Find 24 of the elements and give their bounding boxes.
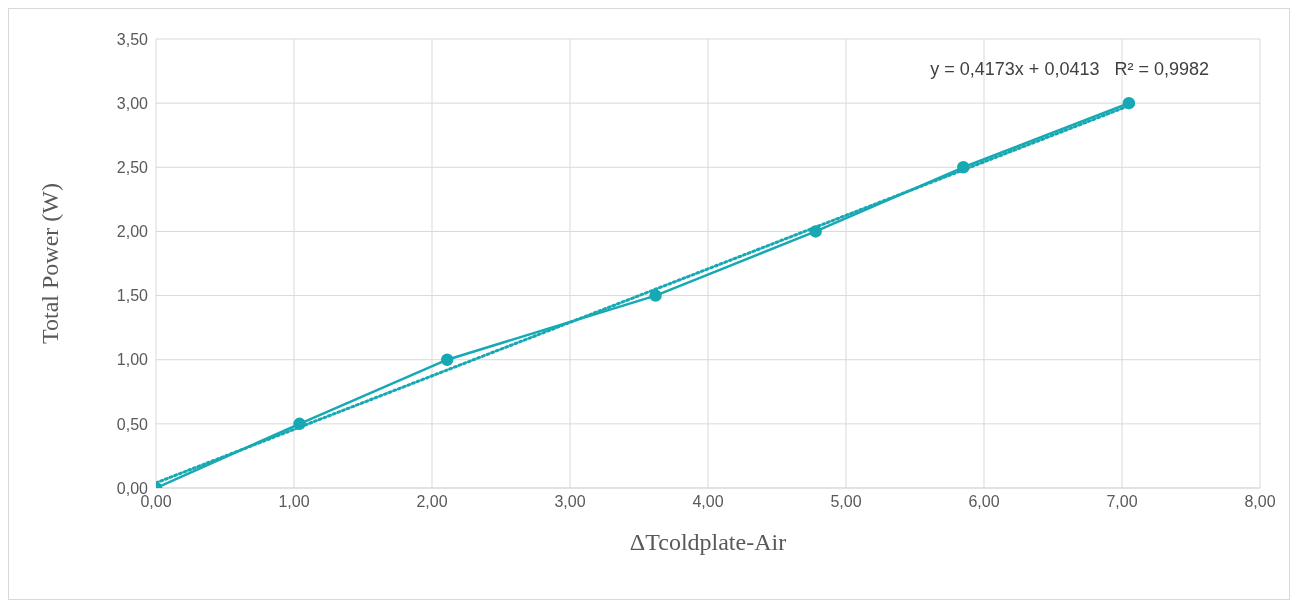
y-tick-label: 3,00 <box>116 94 149 112</box>
x-tick-label: 3,00 <box>554 493 586 511</box>
x-tick-label: 8,00 <box>1244 493 1276 511</box>
point <box>809 225 822 238</box>
y-tick-label: 0,50 <box>116 415 149 433</box>
y-tick-label: 2,50 <box>116 158 149 176</box>
x-tick-label: 1,00 <box>278 493 310 511</box>
point <box>440 353 454 366</box>
point <box>293 417 306 431</box>
x-tick-label: 2,00 <box>416 493 448 511</box>
y-tick-label: 1,00 <box>116 351 149 369</box>
y-axis-title: Total Power (W) <box>36 183 63 344</box>
point <box>1122 96 1136 110</box>
x-tick-label: 4,00 <box>692 493 724 511</box>
annotation: y = 0,4173x + 0,0413 R² = 0,9982 <box>930 59 1209 80</box>
x-tick-label: 5,00 <box>830 493 862 511</box>
y-tick-label: 1,50 <box>116 287 149 305</box>
y-tick-label: 2,00 <box>116 223 149 241</box>
x-tick-label: 6,00 <box>968 493 1000 511</box>
point <box>649 289 662 302</box>
y-tick-label: 3,50 <box>116 30 149 48</box>
x-axis-title: ΔTcoldplate-Air <box>629 529 787 555</box>
x-tick-label: 7,00 <box>1106 493 1138 511</box>
point <box>957 161 970 174</box>
